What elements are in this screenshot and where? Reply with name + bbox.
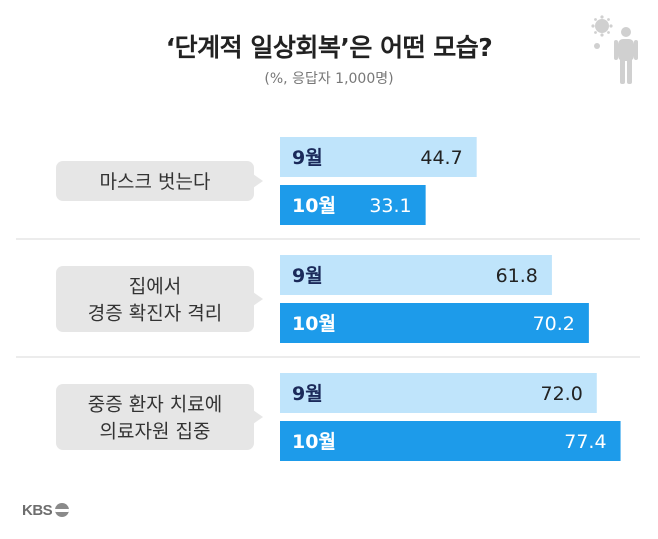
series-label: 9월 — [292, 147, 323, 169]
category-label-pointer — [253, 292, 263, 306]
bar — [280, 255, 552, 295]
category-label: 경증 확진자 격리 — [88, 303, 222, 325]
category-label: 중증 환자 치료에 — [88, 394, 222, 416]
series-label: 9월 — [292, 383, 323, 405]
category-label: 마스크 벗는다 — [100, 171, 211, 193]
chart-title: ‘단계적 일상회복’은 어떤 모습? — [165, 33, 493, 62]
data-label: 72.0 — [540, 383, 582, 405]
series-label: 10월 — [292, 431, 336, 453]
series-label: 10월 — [292, 313, 336, 335]
category-label-box — [56, 384, 254, 450]
data-label: 61.8 — [496, 265, 538, 287]
data-label: 77.4 — [564, 431, 606, 453]
person-with-virus-icon — [591, 15, 638, 84]
data-label: 44.7 — [420, 147, 462, 169]
category-label-box — [56, 161, 254, 201]
series-label: 10월 — [292, 195, 336, 217]
category-label: 의료자원 집중 — [100, 421, 211, 443]
bar — [280, 421, 621, 461]
category-label: 집에서 — [129, 276, 181, 298]
bar — [280, 373, 597, 413]
data-label: 70.2 — [533, 313, 575, 335]
kbs-logo: KBS — [22, 500, 70, 520]
kbs-logo-text: KBS — [22, 501, 53, 519]
data-label: 33.1 — [369, 195, 411, 217]
category-label-box — [56, 266, 254, 332]
chart-subtitle: (%, 응답자 1,000명) — [264, 71, 394, 87]
kbs-logo-mark-icon — [55, 503, 70, 517]
category-label-pointer — [253, 410, 263, 424]
category-label-pointer — [253, 174, 263, 188]
bar — [280, 185, 426, 225]
series-label: 9월 — [292, 265, 323, 287]
bar — [280, 137, 477, 177]
bar — [280, 303, 589, 343]
